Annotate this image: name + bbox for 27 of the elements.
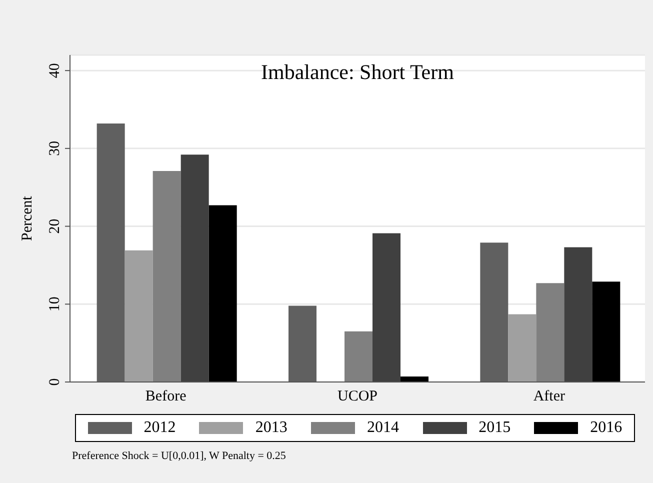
legend-label: 2012 <box>144 419 176 437</box>
text: Preference Shock = U[0,0.01], W Penalty = 0.25 <box>72 450 286 462</box>
bar <box>536 283 564 382</box>
legend-label: 2016 <box>590 419 622 437</box>
legend-label: 2015 <box>478 419 511 437</box>
bar <box>152 171 181 382</box>
y-tick-label: 30 <box>47 140 63 156</box>
bar <box>344 331 372 382</box>
y-tick-label: 20 <box>47 218 63 234</box>
y-tick-label: 10 <box>47 296 63 312</box>
x-tick-label: After <box>533 388 565 405</box>
bar <box>564 247 592 382</box>
y-tick-label: 40 <box>47 63 63 78</box>
bar <box>124 250 153 382</box>
bar <box>208 205 237 382</box>
legend-label: 2013 <box>255 419 288 437</box>
bar <box>180 154 209 382</box>
chart-title: Imbalance: Short Term <box>260 60 455 85</box>
bar <box>372 233 400 382</box>
y-axis-title: Percent <box>19 195 36 241</box>
bar <box>592 282 620 382</box>
bar <box>508 314 536 382</box>
legend-label: 2014 <box>366 419 399 437</box>
bar <box>400 376 428 382</box>
x-tick-label: UCOP <box>337 388 378 405</box>
x-tick-label: Before <box>145 388 187 405</box>
y-tick-label: 0 <box>47 378 63 386</box>
